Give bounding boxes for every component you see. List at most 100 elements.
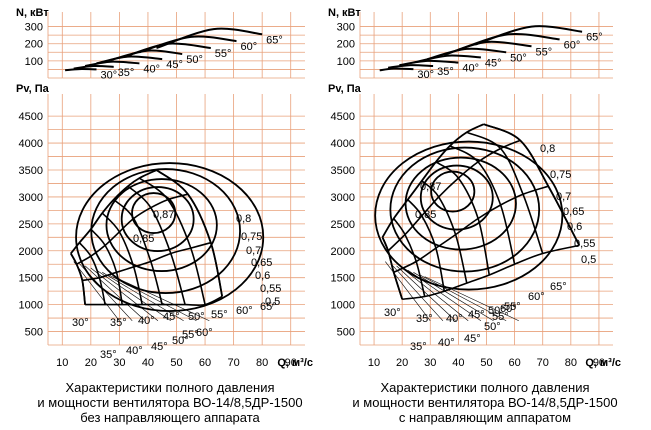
pressure-angle-line-65° <box>483 123 581 246</box>
angle-label-lower: 50° <box>484 321 501 333</box>
right-caption-line-3: с направляющим аппаратом <box>398 410 572 425</box>
power-curve-60° <box>139 35 237 54</box>
pressure-top-envelope <box>381 123 485 238</box>
pressure-tick-label: 1000 <box>331 300 355 312</box>
angle-label: 30° <box>72 317 89 329</box>
power-curve-65° <box>474 25 583 46</box>
pressure-angle-line-50° <box>435 161 491 276</box>
thin-line <box>396 265 456 321</box>
thin-line <box>401 267 469 322</box>
efficiency-label: 0,87 <box>420 181 441 193</box>
efficiency-label: 0,55 <box>574 238 595 250</box>
power-curve-label: 60° <box>240 41 257 53</box>
angle-label-lower: 40° <box>438 337 455 349</box>
x-tick-label: 90 <box>285 357 297 369</box>
power-ylabel: N, кВт <box>16 7 49 19</box>
x-tick-label: 60 <box>199 357 211 369</box>
thin-line <box>424 276 519 322</box>
efficiency-contour <box>430 170 476 213</box>
efficiency-label: 0,8 <box>540 143 555 155</box>
angle-label: 50° <box>488 305 505 317</box>
pressure-ylabel: Pv, Па <box>328 83 362 95</box>
angle-label: 30° <box>384 307 401 319</box>
power-curve-40° <box>399 59 459 67</box>
x-tick-label: 60 <box>508 357 520 369</box>
power-curve-label: 30° <box>101 69 118 81</box>
angle-label: 65° <box>260 301 277 313</box>
pressure-angle-line-35° <box>78 242 106 305</box>
power-curve-45° <box>413 54 481 64</box>
chart-panel-left: N, кВт Pv, Па Q, м³/с 100 200 300 500 1000 1500 2… <box>16 7 313 369</box>
efficiency-label: 0,87 <box>153 209 174 221</box>
pressure-angle-line-40° <box>90 228 123 305</box>
efficiency-contour <box>419 164 494 231</box>
power-curve-label: 50° <box>186 54 203 66</box>
efficiency-label: 0,7 <box>556 191 571 203</box>
pressure-angle-line-30° <box>381 236 403 300</box>
pressure-cross-curve <box>85 295 223 307</box>
power-curve-35° <box>73 64 114 70</box>
angle-label: 55° <box>504 301 521 313</box>
x-tick-label: 10 <box>368 357 380 369</box>
x-tick-label: 40 <box>142 357 154 369</box>
efficiency-contour <box>120 186 195 252</box>
efficiency-label: 0,6 <box>567 221 582 233</box>
pressure-tick-label: 2000 <box>19 246 43 258</box>
thin-lines <box>385 261 519 322</box>
power-curve-label: 55° <box>535 46 552 58</box>
power-curve-label: 60° <box>564 39 581 51</box>
pressure-cross-curve <box>82 241 212 282</box>
angle-label: 50° <box>188 311 205 323</box>
efficiency-contour <box>389 146 541 273</box>
power-curve-label: 35° <box>118 67 135 79</box>
pressure-tick-label: 2000 <box>331 246 355 258</box>
pressure-curves <box>374 123 581 300</box>
pressure-cross-curve <box>393 185 549 274</box>
efficiency-contour <box>131 192 177 234</box>
angle-label: 45° <box>163 311 180 323</box>
pressure-angle-line-55° <box>127 185 186 305</box>
power-tick-label: 200 <box>337 39 355 51</box>
efficiency-label: 0,5 <box>581 254 596 266</box>
angle-label: 35° <box>110 317 127 329</box>
right-caption-line-2: и мощности вентилятора ВО-14/8,5ДР-1500 <box>352 395 618 410</box>
power-curve-label: 30° <box>417 69 434 81</box>
power-curve-65° <box>156 27 263 49</box>
x-tick-label: 70 <box>537 357 549 369</box>
power-curve-label: 65° <box>586 32 603 44</box>
power-curve-label: 45° <box>166 59 183 71</box>
angle-label: 55° <box>211 309 228 321</box>
angle-label: 60° <box>528 291 545 303</box>
power-tick-label: 300 <box>25 22 43 34</box>
x-axis-label: Q, м³/с <box>277 357 313 369</box>
power-curve-40° <box>84 60 140 67</box>
angle-label-lower: 35° <box>100 349 117 361</box>
power-curve-50° <box>110 49 183 61</box>
pressure-tick-label: 3000 <box>19 192 43 204</box>
power-curve-35° <box>387 64 434 69</box>
pressure-tick-label: 2500 <box>331 219 355 231</box>
x-tick-label: 40 <box>452 357 464 369</box>
pressure-tick-label: 2500 <box>19 219 43 231</box>
thin-line <box>107 274 197 322</box>
angle-label-lower: 45° <box>151 341 168 353</box>
pressure-top-envelope <box>70 169 157 255</box>
efficiency-label: 0,5 <box>265 296 280 308</box>
angle-label: 40° <box>446 313 463 325</box>
angle-label: 40° <box>138 315 155 327</box>
left-caption-line-3: без направляющего аппарата <box>80 410 260 425</box>
efficiency-label: 0,65 <box>563 206 584 218</box>
pressure-tick-label: 3000 <box>331 192 355 204</box>
pressure-cross-curve <box>76 193 189 265</box>
x-tick-label: 50 <box>480 357 492 369</box>
left-caption: Характеристики полного давления и мощнос… <box>20 380 320 425</box>
efficiency-contour <box>90 168 241 294</box>
power-curve-label: 40° <box>462 63 479 75</box>
efficiency-label: 0,85 <box>133 233 154 245</box>
efficiency-label: 0,55 <box>260 283 281 295</box>
power-curve-label: 55° <box>215 48 232 60</box>
efficiency-label: 0,6 <box>255 270 270 282</box>
x-tick-label: 20 <box>396 357 408 369</box>
pressure-ylabel: Pv, Па <box>16 83 50 95</box>
power-curves <box>379 25 583 72</box>
